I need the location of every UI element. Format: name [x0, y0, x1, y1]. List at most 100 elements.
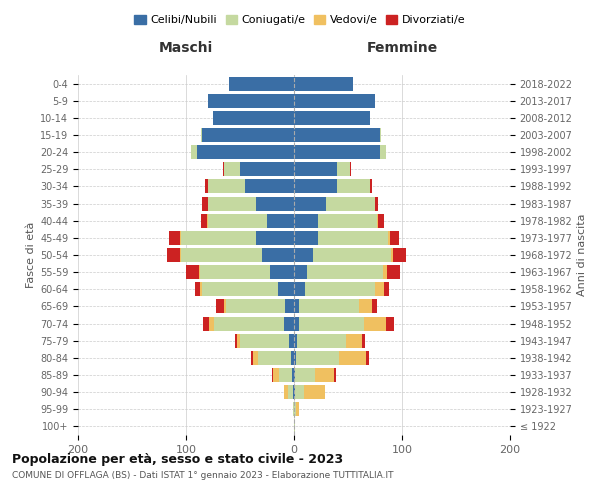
Bar: [307, 265, 383, 279]
Bar: [304, 385, 325, 399]
Bar: [359, 300, 372, 314]
Bar: [294, 368, 295, 382]
Text: Femmine: Femmine: [367, 41, 437, 55]
Bar: [305, 282, 375, 296]
Bar: [293, 402, 294, 416]
Bar: [337, 180, 370, 194]
Legend: Celibi/Nubili, Coniugati/e, Vedovi/e, Divorziati/e: Celibi/Nubili, Coniugati/e, Vedovi/e, Di…: [130, 10, 470, 30]
Bar: [294, 300, 299, 314]
Bar: [372, 300, 377, 314]
Bar: [197, 145, 294, 159]
Bar: [179, 231, 181, 245]
Bar: [294, 231, 318, 245]
Bar: [181, 231, 256, 245]
Bar: [235, 334, 237, 347]
Bar: [186, 265, 199, 279]
Bar: [286, 300, 294, 314]
Bar: [294, 402, 296, 416]
Bar: [294, 265, 307, 279]
Bar: [380, 128, 382, 142]
Bar: [262, 248, 294, 262]
Bar: [334, 368, 336, 382]
Bar: [370, 180, 372, 194]
Bar: [200, 282, 202, 296]
Bar: [294, 180, 337, 194]
Bar: [364, 316, 386, 330]
Bar: [201, 128, 202, 142]
Bar: [294, 385, 295, 399]
Bar: [387, 265, 400, 279]
Y-axis label: Anni di nascita: Anni di nascita: [577, 214, 587, 296]
Bar: [318, 214, 377, 228]
Bar: [299, 316, 364, 330]
Bar: [313, 248, 391, 262]
Bar: [367, 351, 368, 365]
Bar: [267, 214, 294, 228]
Bar: [294, 145, 380, 159]
Bar: [287, 385, 293, 399]
Bar: [202, 128, 294, 142]
Bar: [274, 368, 279, 382]
Bar: [294, 282, 305, 296]
Bar: [223, 162, 224, 176]
Bar: [318, 231, 388, 245]
Bar: [214, 316, 284, 330]
Bar: [296, 402, 299, 416]
Bar: [256, 196, 294, 210]
Bar: [272, 368, 274, 382]
Bar: [299, 300, 359, 314]
Bar: [292, 368, 294, 382]
Bar: [208, 180, 245, 194]
Bar: [388, 231, 390, 245]
Bar: [259, 351, 291, 365]
Bar: [337, 162, 350, 176]
Bar: [383, 265, 387, 279]
Text: COMUNE DI OFFLAGA (BS) - Dati ISTAT 1° gennaio 2023 - Elaborazione TUTTITALIA.IT: COMUNE DI OFFLAGA (BS) - Dati ISTAT 1° g…: [12, 471, 394, 480]
Bar: [350, 162, 351, 176]
Bar: [377, 214, 378, 228]
Text: Maschi: Maschi: [159, 41, 213, 55]
Bar: [294, 334, 297, 347]
Bar: [314, 368, 334, 382]
Bar: [240, 162, 294, 176]
Bar: [191, 145, 197, 159]
Bar: [284, 316, 294, 330]
Bar: [224, 300, 226, 314]
Bar: [208, 94, 294, 108]
Bar: [297, 334, 346, 347]
Bar: [294, 196, 326, 210]
Bar: [209, 316, 214, 330]
Text: Popolazione per età, sesso e stato civile - 2023: Popolazione per età, sesso e stato civil…: [12, 452, 343, 466]
Bar: [326, 196, 375, 210]
Bar: [362, 334, 365, 347]
Bar: [294, 128, 380, 142]
Bar: [293, 385, 294, 399]
Bar: [294, 94, 375, 108]
Bar: [284, 385, 287, 399]
Bar: [240, 334, 289, 347]
Bar: [179, 248, 181, 262]
Bar: [375, 282, 383, 296]
Bar: [294, 111, 370, 125]
Bar: [391, 248, 394, 262]
Bar: [383, 282, 389, 296]
Bar: [289, 334, 294, 347]
Bar: [386, 316, 394, 330]
Bar: [270, 265, 294, 279]
Bar: [291, 351, 294, 365]
Bar: [390, 231, 399, 245]
Bar: [380, 145, 386, 159]
Bar: [201, 214, 206, 228]
Bar: [295, 368, 314, 382]
Bar: [375, 196, 378, 210]
Bar: [200, 265, 270, 279]
Bar: [294, 248, 313, 262]
Bar: [253, 351, 259, 365]
Bar: [294, 76, 353, 90]
Bar: [294, 162, 337, 176]
Bar: [216, 300, 224, 314]
Bar: [278, 282, 294, 296]
Bar: [205, 180, 208, 194]
Bar: [294, 214, 318, 228]
Bar: [208, 196, 256, 210]
